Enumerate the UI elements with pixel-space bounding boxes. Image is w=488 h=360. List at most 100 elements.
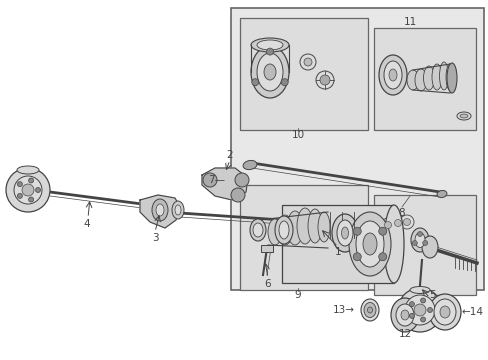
Ellipse shape: [409, 287, 429, 293]
Ellipse shape: [421, 236, 437, 258]
Ellipse shape: [336, 220, 352, 246]
Text: 7—: 7—: [207, 175, 224, 185]
Ellipse shape: [410, 228, 428, 252]
Ellipse shape: [257, 40, 283, 50]
Ellipse shape: [348, 212, 390, 276]
Ellipse shape: [296, 208, 312, 244]
Ellipse shape: [395, 304, 413, 326]
Bar: [240, 18, 367, 130]
Polygon shape: [140, 195, 180, 228]
Text: ←14: ←14: [461, 307, 483, 317]
Circle shape: [427, 307, 431, 312]
Text: 8: 8: [398, 208, 405, 218]
Circle shape: [420, 298, 425, 303]
Ellipse shape: [152, 199, 168, 221]
Circle shape: [319, 75, 329, 85]
Ellipse shape: [17, 166, 39, 174]
Circle shape: [417, 231, 422, 237]
Circle shape: [36, 188, 41, 193]
Circle shape: [18, 182, 22, 186]
Text: 2: 2: [226, 150, 233, 160]
Ellipse shape: [400, 310, 408, 320]
Circle shape: [266, 48, 273, 55]
Circle shape: [251, 79, 258, 86]
Ellipse shape: [383, 61, 401, 89]
Circle shape: [352, 253, 361, 261]
Text: 9: 9: [294, 290, 301, 300]
Ellipse shape: [172, 201, 183, 219]
Circle shape: [384, 221, 391, 229]
Ellipse shape: [257, 53, 283, 91]
Ellipse shape: [362, 233, 376, 255]
Ellipse shape: [414, 69, 426, 91]
Ellipse shape: [431, 64, 441, 90]
Circle shape: [413, 304, 425, 316]
Circle shape: [203, 173, 217, 187]
Ellipse shape: [363, 302, 375, 318]
Circle shape: [390, 216, 404, 230]
Circle shape: [299, 54, 315, 70]
Ellipse shape: [383, 205, 403, 283]
Ellipse shape: [341, 227, 348, 239]
Circle shape: [399, 215, 413, 229]
Ellipse shape: [436, 190, 446, 198]
Ellipse shape: [367, 307, 372, 313]
Bar: [373, 195, 475, 295]
Circle shape: [352, 227, 361, 235]
Bar: [373, 28, 475, 130]
Text: 6: 6: [264, 279, 271, 289]
Ellipse shape: [406, 70, 418, 90]
Text: 1: 1: [334, 247, 341, 257]
Polygon shape: [202, 168, 247, 200]
Circle shape: [230, 188, 244, 202]
Circle shape: [6, 168, 50, 212]
Ellipse shape: [439, 62, 447, 90]
Circle shape: [403, 219, 409, 225]
Circle shape: [315, 71, 333, 89]
Ellipse shape: [446, 63, 456, 93]
Ellipse shape: [307, 209, 321, 243]
Text: 12: 12: [398, 329, 411, 339]
Ellipse shape: [286, 211, 303, 245]
Ellipse shape: [360, 299, 378, 321]
Circle shape: [422, 240, 427, 246]
Ellipse shape: [317, 212, 329, 242]
Bar: [282, 205, 393, 283]
Circle shape: [28, 178, 34, 183]
Circle shape: [18, 193, 22, 198]
Circle shape: [404, 295, 434, 325]
Circle shape: [408, 302, 413, 307]
Ellipse shape: [388, 69, 396, 81]
Ellipse shape: [428, 294, 460, 330]
Circle shape: [411, 240, 416, 246]
Circle shape: [394, 220, 401, 226]
Text: 13→: 13→: [332, 305, 354, 315]
Circle shape: [28, 197, 34, 202]
Ellipse shape: [456, 112, 470, 120]
Ellipse shape: [274, 216, 292, 244]
Ellipse shape: [390, 298, 418, 332]
Ellipse shape: [378, 55, 406, 95]
Ellipse shape: [276, 215, 292, 245]
Circle shape: [378, 253, 386, 261]
Ellipse shape: [331, 214, 357, 252]
Ellipse shape: [445, 64, 453, 90]
Circle shape: [304, 58, 311, 66]
Circle shape: [281, 79, 287, 86]
Circle shape: [420, 317, 425, 322]
Ellipse shape: [252, 223, 263, 237]
Ellipse shape: [459, 114, 467, 118]
Text: 10: 10: [291, 130, 304, 140]
Ellipse shape: [439, 306, 449, 318]
Circle shape: [235, 173, 248, 187]
Bar: [240, 185, 367, 290]
Ellipse shape: [249, 219, 265, 241]
Circle shape: [380, 218, 394, 232]
Ellipse shape: [175, 205, 181, 215]
Ellipse shape: [267, 219, 282, 245]
Circle shape: [397, 288, 441, 332]
Circle shape: [22, 184, 34, 196]
Ellipse shape: [355, 221, 383, 267]
Text: 5: 5: [429, 290, 435, 300]
Ellipse shape: [243, 161, 256, 170]
